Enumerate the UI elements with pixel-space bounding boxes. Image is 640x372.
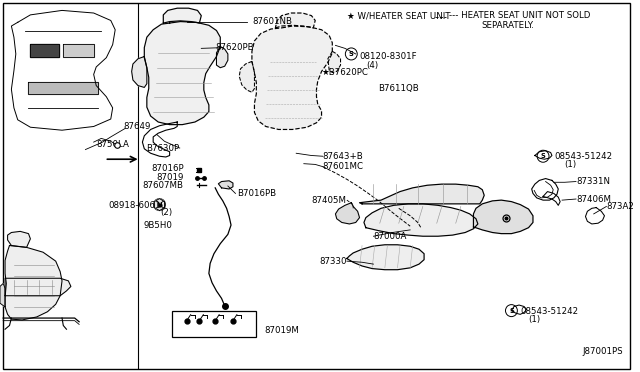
Polygon shape bbox=[252, 26, 332, 129]
Text: 8750LA: 8750LA bbox=[96, 140, 129, 149]
Text: B7630P: B7630P bbox=[146, 144, 179, 153]
Polygon shape bbox=[239, 61, 255, 92]
Text: (2): (2) bbox=[160, 208, 172, 217]
Text: S: S bbox=[509, 308, 514, 314]
Text: 87019: 87019 bbox=[156, 173, 184, 182]
Text: 87620PB: 87620PB bbox=[215, 43, 253, 52]
Polygon shape bbox=[5, 278, 71, 296]
Text: B7016PB: B7016PB bbox=[237, 189, 276, 198]
Text: 87330: 87330 bbox=[319, 257, 347, 266]
Text: 08543-51242: 08543-51242 bbox=[554, 153, 612, 161]
Text: SEPARATELY.: SEPARATELY. bbox=[481, 21, 534, 30]
Text: 87406M: 87406M bbox=[576, 195, 611, 203]
Text: 87607MB: 87607MB bbox=[143, 181, 184, 190]
FancyBboxPatch shape bbox=[3, 3, 630, 369]
Text: (1): (1) bbox=[564, 160, 577, 169]
Text: S: S bbox=[541, 153, 545, 159]
Text: 87601MC: 87601MC bbox=[323, 162, 364, 171]
Text: 87649: 87649 bbox=[124, 122, 151, 131]
Text: 87643+B: 87643+B bbox=[323, 152, 364, 161]
Polygon shape bbox=[5, 246, 62, 320]
Polygon shape bbox=[216, 46, 228, 68]
Polygon shape bbox=[347, 245, 424, 270]
Polygon shape bbox=[154, 199, 164, 211]
Text: B7611QB: B7611QB bbox=[378, 84, 419, 93]
Text: (4): (4) bbox=[366, 61, 378, 70]
Text: (1): (1) bbox=[529, 315, 541, 324]
Text: 87405M: 87405M bbox=[312, 196, 347, 205]
Text: 87601NB: 87601NB bbox=[252, 17, 292, 26]
Polygon shape bbox=[360, 184, 484, 204]
FancyBboxPatch shape bbox=[172, 311, 257, 337]
Polygon shape bbox=[12, 10, 115, 130]
Polygon shape bbox=[8, 231, 30, 247]
Polygon shape bbox=[30, 44, 59, 57]
Text: N: N bbox=[157, 202, 163, 208]
Polygon shape bbox=[0, 283, 5, 307]
Text: 08543-51242: 08543-51242 bbox=[520, 307, 579, 316]
Polygon shape bbox=[63, 44, 93, 57]
Text: 87331N: 87331N bbox=[576, 177, 610, 186]
Polygon shape bbox=[144, 22, 220, 125]
Text: 08120-8301F: 08120-8301F bbox=[360, 52, 417, 61]
Polygon shape bbox=[474, 200, 533, 234]
Text: 87016P: 87016P bbox=[151, 164, 184, 173]
Polygon shape bbox=[218, 181, 233, 189]
Polygon shape bbox=[163, 8, 202, 23]
Polygon shape bbox=[29, 82, 98, 94]
Polygon shape bbox=[328, 51, 340, 73]
Text: ★ W/HEATER SEAT UNIT: ★ W/HEATER SEAT UNIT bbox=[347, 11, 451, 20]
Polygon shape bbox=[275, 13, 316, 28]
Polygon shape bbox=[132, 57, 147, 87]
Text: 873A2: 873A2 bbox=[606, 202, 634, 211]
Text: 9B5H0: 9B5H0 bbox=[143, 221, 172, 230]
Polygon shape bbox=[364, 204, 478, 236]
Text: J87001PS: J87001PS bbox=[583, 347, 623, 356]
Text: 87019M: 87019M bbox=[264, 326, 300, 335]
Text: 08918-60610: 08918-60610 bbox=[108, 201, 166, 210]
Text: ★B7620PC: ★B7620PC bbox=[321, 68, 369, 77]
Polygon shape bbox=[335, 203, 360, 224]
Text: --- HEATER SEAT UNIT NOT SOLD: --- HEATER SEAT UNIT NOT SOLD bbox=[449, 11, 591, 20]
Text: S: S bbox=[349, 51, 354, 57]
Text: 87000A: 87000A bbox=[374, 232, 407, 241]
